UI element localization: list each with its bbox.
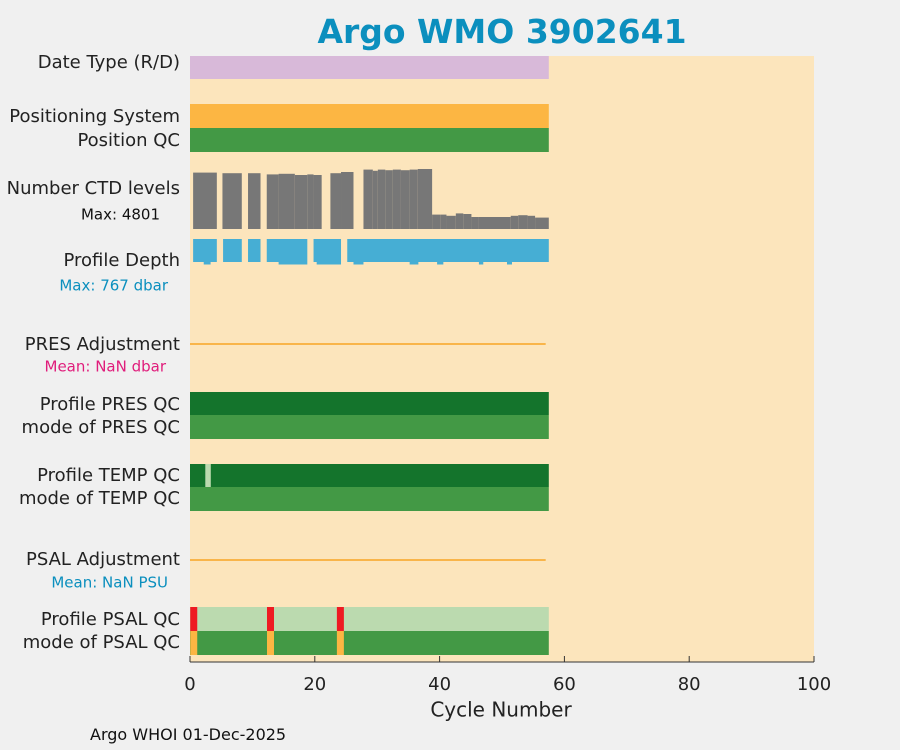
footer-text: Argo WHOI 01-Dec-2025 bbox=[90, 725, 287, 744]
ctd-level-bar bbox=[294, 175, 308, 229]
profile-depth-dip bbox=[203, 262, 211, 265]
ctd-level-bar bbox=[455, 213, 464, 229]
x-axis-label: Cycle Number bbox=[430, 698, 572, 722]
profile-psal-qc-bad bbox=[190, 607, 198, 631]
ctd-level-bar bbox=[363, 169, 373, 229]
ctd-level-bar bbox=[307, 174, 314, 229]
x-tick-label: 60 bbox=[553, 674, 576, 695]
ctd-level-bar bbox=[510, 215, 519, 229]
profile-depth-dip bbox=[478, 262, 484, 265]
ctd-level-bar bbox=[400, 170, 410, 229]
mode-psal-qc-flag bbox=[190, 631, 198, 655]
profile-depth-dip bbox=[316, 262, 342, 265]
ctd-level-bar bbox=[341, 172, 354, 229]
x-tick-label: 80 bbox=[678, 674, 701, 695]
profile-depth-bar bbox=[313, 239, 342, 262]
row-label: Date Type (R/D) bbox=[38, 52, 180, 73]
ctd-level-bar bbox=[527, 215, 536, 229]
row-label: mode of TEMP QC bbox=[19, 488, 180, 509]
row-label: PRES Adjustment bbox=[25, 334, 180, 355]
chart-title: Argo WMO 3902641 bbox=[317, 12, 687, 51]
ctd-level-bar bbox=[385, 170, 393, 229]
ctd-level-bar bbox=[313, 175, 322, 229]
profile-psal-qc-bad bbox=[336, 607, 344, 631]
row-label: Profile Depth bbox=[63, 250, 180, 271]
profile-depth-bar bbox=[266, 239, 308, 262]
ctd-level-bar bbox=[248, 173, 261, 229]
row-label: Profile PSAL QC bbox=[41, 609, 180, 630]
ctd-level-bar bbox=[417, 169, 433, 229]
x-tick-label: 0 bbox=[184, 674, 195, 695]
row-note: Mean: NaN PSU bbox=[51, 574, 168, 592]
row-label: Number CTD levels bbox=[7, 178, 180, 199]
ctd-level-bar bbox=[446, 215, 456, 229]
row-note: Max: 4801 bbox=[81, 206, 160, 224]
profile-pres-qc-band bbox=[190, 392, 549, 415]
ctd-level-bar bbox=[278, 173, 295, 229]
mode-pres-qc-band bbox=[190, 415, 549, 439]
mode-temp-qc-band bbox=[190, 487, 549, 511]
row-label: mode of PSAL QC bbox=[23, 632, 180, 653]
ctd-level-bar bbox=[266, 174, 279, 229]
profile-depth-bar bbox=[347, 239, 549, 262]
profile-depth-bar bbox=[223, 239, 242, 262]
position-qc-band bbox=[190, 128, 549, 152]
positioning-system-band bbox=[190, 104, 549, 128]
ctd-level-bar bbox=[440, 214, 447, 229]
date-type-band bbox=[190, 56, 549, 79]
profile-psal-qc-band bbox=[190, 607, 549, 631]
ctd-level-bar bbox=[535, 217, 549, 229]
ctd-level-bar bbox=[193, 172, 217, 229]
profile-depth-dip bbox=[278, 262, 308, 265]
mode-psal-qc-flag bbox=[336, 631, 344, 655]
x-tick-label: 40 bbox=[428, 674, 451, 695]
row-label: Positioning System bbox=[9, 106, 180, 127]
row-note: Max: 767 dbar bbox=[59, 277, 168, 295]
profile-temp-qc-band bbox=[190, 464, 549, 487]
profile-temp-qc-flag bbox=[205, 464, 211, 487]
ctd-level-bar bbox=[471, 217, 479, 229]
ctd-level-bar bbox=[518, 215, 528, 229]
ctd-level-bar bbox=[372, 170, 378, 229]
ctd-level-bar bbox=[377, 169, 386, 229]
profile-depth-bar bbox=[193, 239, 217, 262]
ctd-level-bar bbox=[478, 217, 511, 229]
row-label: mode of PRES QC bbox=[22, 417, 180, 438]
profile-depth-bar bbox=[248, 239, 261, 262]
profile-depth-dip bbox=[409, 262, 419, 265]
mode-psal-qc-flag bbox=[266, 631, 274, 655]
row-label: PSAL Adjustment bbox=[26, 549, 180, 570]
mode-psal-qc-band bbox=[190, 631, 549, 655]
ctd-level-bar bbox=[409, 169, 418, 229]
x-tick-label: 20 bbox=[303, 674, 326, 695]
ctd-level-bar bbox=[330, 173, 342, 229]
profile-depth-dip bbox=[506, 262, 512, 265]
row-label: Profile PRES QC bbox=[40, 394, 180, 415]
row-label: Position QC bbox=[77, 130, 180, 151]
profile-depth-dip bbox=[353, 262, 364, 265]
ctd-level-bar bbox=[463, 214, 472, 229]
row-note: Mean: NaN dbar bbox=[45, 358, 167, 376]
row-label: Profile TEMP QC bbox=[37, 465, 180, 486]
ctd-level-bar bbox=[392, 169, 401, 229]
x-tick-label: 100 bbox=[797, 674, 831, 695]
profile-psal-qc-bad bbox=[266, 607, 274, 631]
ctd-level-bar bbox=[432, 214, 441, 229]
ctd-level-bar bbox=[222, 173, 242, 229]
profile-depth-dip bbox=[437, 262, 444, 265]
